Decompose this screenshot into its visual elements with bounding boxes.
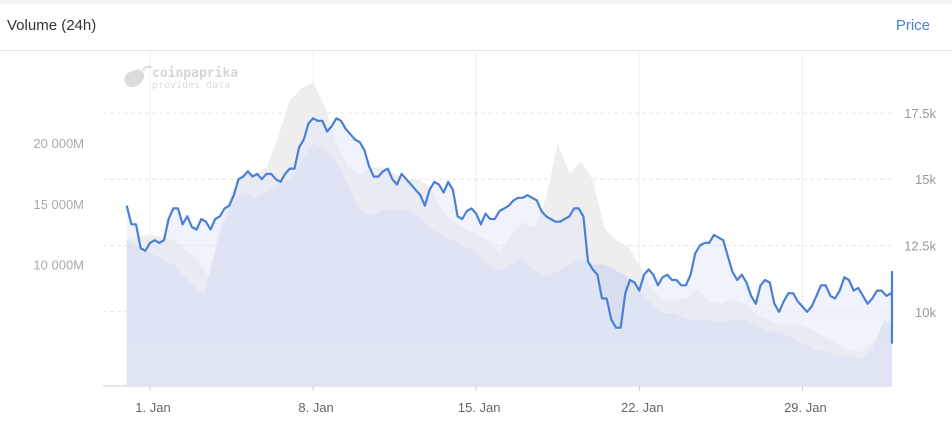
x-tick-label: 1. Jan	[135, 400, 170, 415]
y-right-tick-label: 15k	[915, 172, 936, 187]
y-left-tick-label: 15 000M	[33, 197, 84, 212]
y-axis-left: 10 000M 15 000M 20 000M	[33, 136, 84, 272]
header-divider	[0, 50, 952, 51]
coinpaprika-watermark: coinpaprika provides data	[124, 65, 238, 91]
x-tick-label: 22. Jan	[621, 400, 664, 415]
pepper-logo-icon	[124, 65, 152, 88]
y-right-tick-label: 12.5k	[904, 239, 936, 254]
price-line	[125, 117, 894, 344]
y-right-tick-label: 10k	[915, 305, 936, 320]
watermark-subtitle: provides data	[152, 80, 230, 91]
x-axis: 1. Jan 8. Jan 15. Jan 22. Jan 29. Jan	[135, 386, 827, 415]
price-area-path	[126, 118, 892, 387]
x-tick-label: 8. Jan	[298, 400, 333, 415]
x-tick-label: 29. Jan	[784, 400, 827, 415]
price-series	[125, 117, 894, 387]
price-legend-label[interactable]: Price	[895, 17, 930, 34]
y-right-tick-label: 17.5k	[904, 106, 936, 121]
watermark-title: coinpaprika	[152, 66, 238, 81]
y-left-tick-label: 20 000M	[33, 136, 84, 151]
top-divider	[0, 0, 952, 4]
y-left-tick-label: 10 000M	[33, 258, 84, 273]
x-tick-label: 15. Jan	[458, 400, 501, 415]
volume-legend-label[interactable]: Volume (24h)	[7, 17, 97, 34]
y-axis-right: 10k 12.5k 15k 17.5k	[904, 106, 936, 320]
